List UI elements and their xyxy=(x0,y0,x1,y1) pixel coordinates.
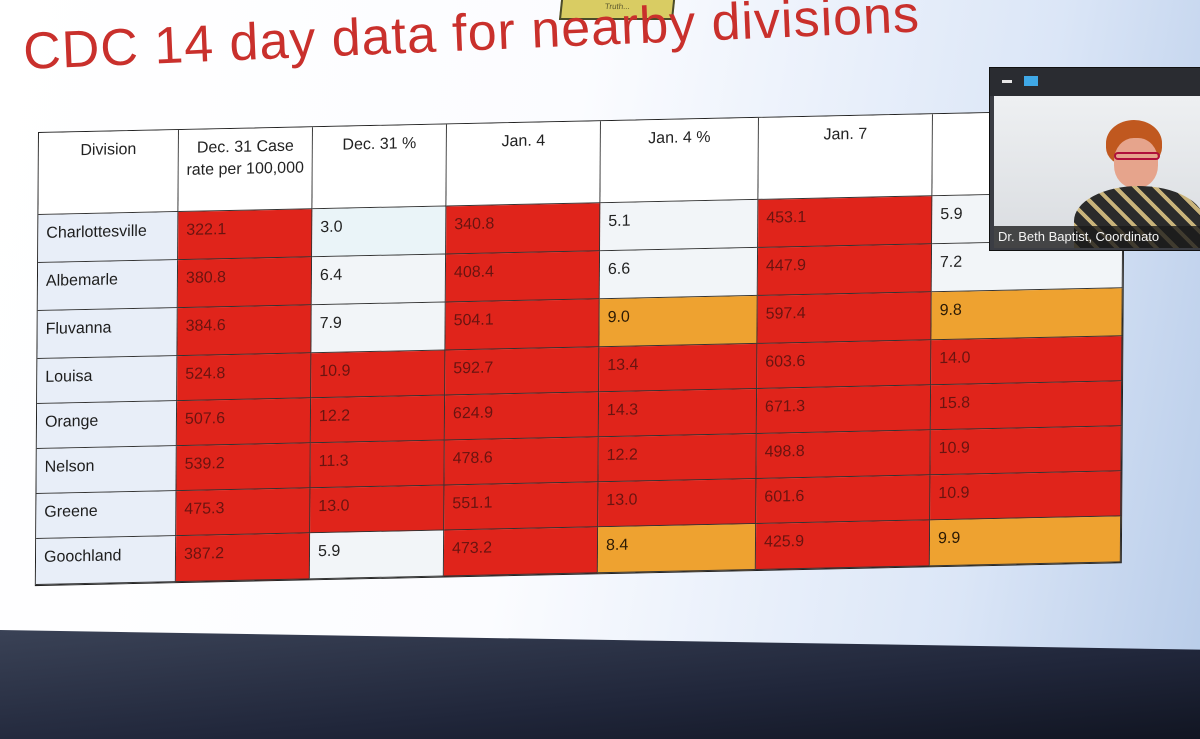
header-dec31-rate: Dec. 31 Case rate per 100,000 xyxy=(178,127,313,213)
value-cell: 7.9 xyxy=(311,302,446,354)
value-cell: 12.2 xyxy=(310,395,446,444)
division-cell: Greene xyxy=(36,491,177,540)
value-cell: 8.4 xyxy=(597,523,757,574)
value-cell: 14.3 xyxy=(598,388,758,438)
value-cell: 603.6 xyxy=(757,340,932,389)
value-cell: 475.3 xyxy=(176,488,311,537)
header-jan7: Jan. 7 xyxy=(758,114,933,200)
value-cell: 408.4 xyxy=(445,251,601,303)
header-dec31-pct: Dec. 31 % xyxy=(312,124,447,210)
monitor-bezel xyxy=(0,630,1200,739)
value-cell: 5.9 xyxy=(309,530,445,580)
value-cell: 524.8 xyxy=(177,353,312,402)
value-cell: 447.9 xyxy=(757,244,933,296)
value-cell: 597.4 xyxy=(757,292,932,344)
value-cell: 9.9 xyxy=(929,516,1122,567)
value-cell: 9.0 xyxy=(599,295,758,348)
value-cell: 592.7 xyxy=(445,347,600,396)
value-cell: 507.6 xyxy=(176,398,312,447)
value-cell: 384.6 xyxy=(177,305,312,357)
data-table: Division Dec. 31 Case rate per 100,000 D… xyxy=(34,109,1125,587)
minimize-icon[interactable] xyxy=(1002,80,1012,83)
value-cell: 387.2 xyxy=(175,533,311,583)
division-cell: Fluvanna xyxy=(37,308,178,360)
glasses-icon xyxy=(1114,152,1160,160)
division-cell: Orange xyxy=(36,401,178,450)
value-cell: 551.1 xyxy=(444,482,599,531)
value-cell: 473.2 xyxy=(443,527,599,577)
value-cell: 13.4 xyxy=(599,343,758,393)
division-cell: Louisa xyxy=(37,356,178,405)
value-cell: 14.0 xyxy=(931,336,1123,386)
value-cell: 340.8 xyxy=(446,203,601,255)
value-cell: 13.0 xyxy=(310,485,445,534)
value-cell: 6.6 xyxy=(599,247,759,300)
value-cell: 10.9 xyxy=(930,471,1122,521)
value-cell: 539.2 xyxy=(176,443,311,492)
header-jan4: Jan. 4 xyxy=(446,121,601,207)
value-cell: 322.1 xyxy=(178,209,313,261)
value-cell: 671.3 xyxy=(756,385,932,434)
value-cell: 624.9 xyxy=(444,392,600,441)
division-cell: Albemarle xyxy=(37,260,179,312)
division-cell: Goochland xyxy=(35,536,177,586)
header-division: Division xyxy=(38,130,179,215)
value-cell: 6.4 xyxy=(311,254,447,306)
division-cell: Charlottesville xyxy=(38,212,179,264)
value-cell: 453.1 xyxy=(758,196,933,248)
value-cell: 5.1 xyxy=(600,199,759,252)
value-cell: 10.9 xyxy=(311,350,446,399)
value-cell: 498.8 xyxy=(756,430,931,479)
value-cell: 11.3 xyxy=(310,440,445,489)
division-cell: Nelson xyxy=(36,446,177,495)
value-cell: 13.0 xyxy=(598,478,757,528)
video-toolbar xyxy=(990,68,1200,96)
value-cell: 10.9 xyxy=(930,426,1122,476)
value-cell: 601.6 xyxy=(756,475,931,524)
value-cell: 3.0 xyxy=(312,206,447,258)
header-jan4-pct: Jan. 4 % xyxy=(600,117,759,204)
value-cell: 15.8 xyxy=(930,381,1123,431)
value-cell: 9.8 xyxy=(931,288,1123,341)
participant-name: Dr. Beth Baptist, Coordinato xyxy=(994,226,1200,248)
video-tile[interactable]: Dr. Beth Baptist, Coordinato xyxy=(990,68,1200,250)
value-cell: 12.2 xyxy=(598,433,757,483)
value-cell: 425.9 xyxy=(755,520,931,570)
person-face xyxy=(1114,138,1158,188)
value-cell: 504.1 xyxy=(445,299,600,351)
video-feed: Dr. Beth Baptist, Coordinato xyxy=(994,96,1200,248)
maximize-icon[interactable] xyxy=(1024,76,1038,86)
value-cell: 478.6 xyxy=(444,437,599,486)
value-cell: 380.8 xyxy=(177,257,313,309)
